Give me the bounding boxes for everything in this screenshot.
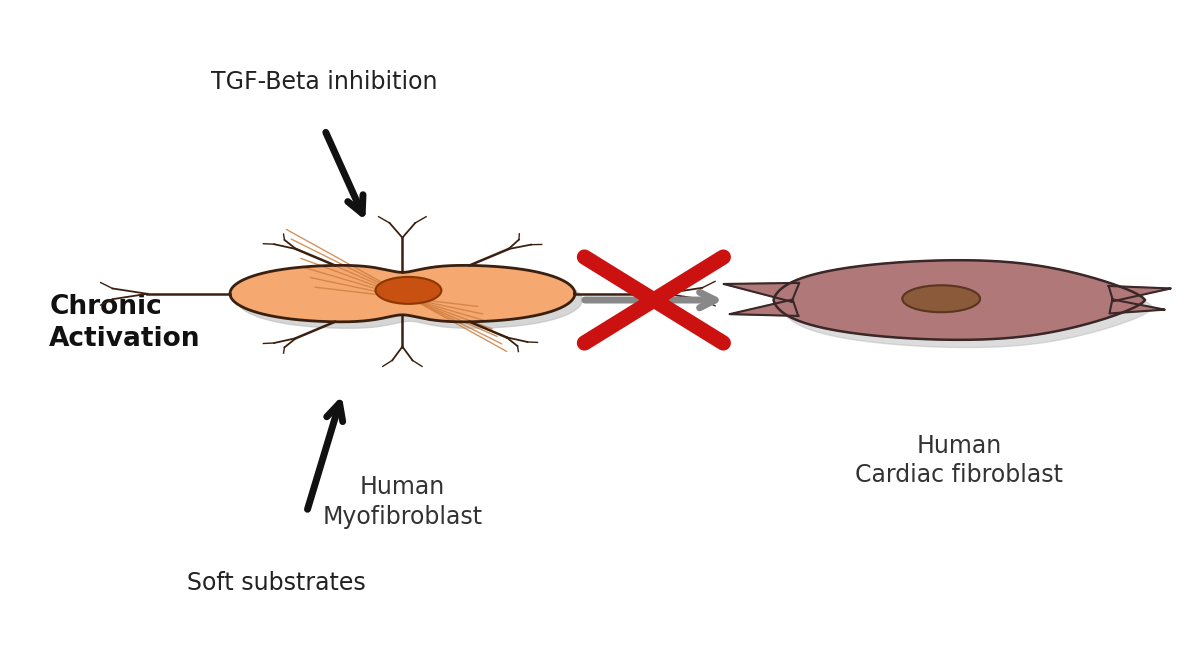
Text: Chronic
Activation: Chronic Activation bbox=[49, 293, 200, 352]
Text: Human
Myofibroblast: Human Myofibroblast bbox=[323, 475, 482, 529]
Polygon shape bbox=[782, 268, 1153, 348]
Polygon shape bbox=[1110, 299, 1165, 313]
Polygon shape bbox=[1109, 286, 1171, 301]
Text: Soft substrates: Soft substrates bbox=[187, 571, 366, 595]
Polygon shape bbox=[724, 283, 799, 302]
Text: TGF-Beta inhibition: TGF-Beta inhibition bbox=[211, 70, 438, 94]
Ellipse shape bbox=[376, 277, 442, 304]
Text: Human
Cardiac fibroblast: Human Cardiac fibroblast bbox=[856, 433, 1063, 488]
Polygon shape bbox=[774, 260, 1145, 340]
Ellipse shape bbox=[902, 285, 980, 312]
Polygon shape bbox=[238, 272, 582, 328]
Polygon shape bbox=[230, 265, 575, 322]
Polygon shape bbox=[730, 299, 798, 316]
